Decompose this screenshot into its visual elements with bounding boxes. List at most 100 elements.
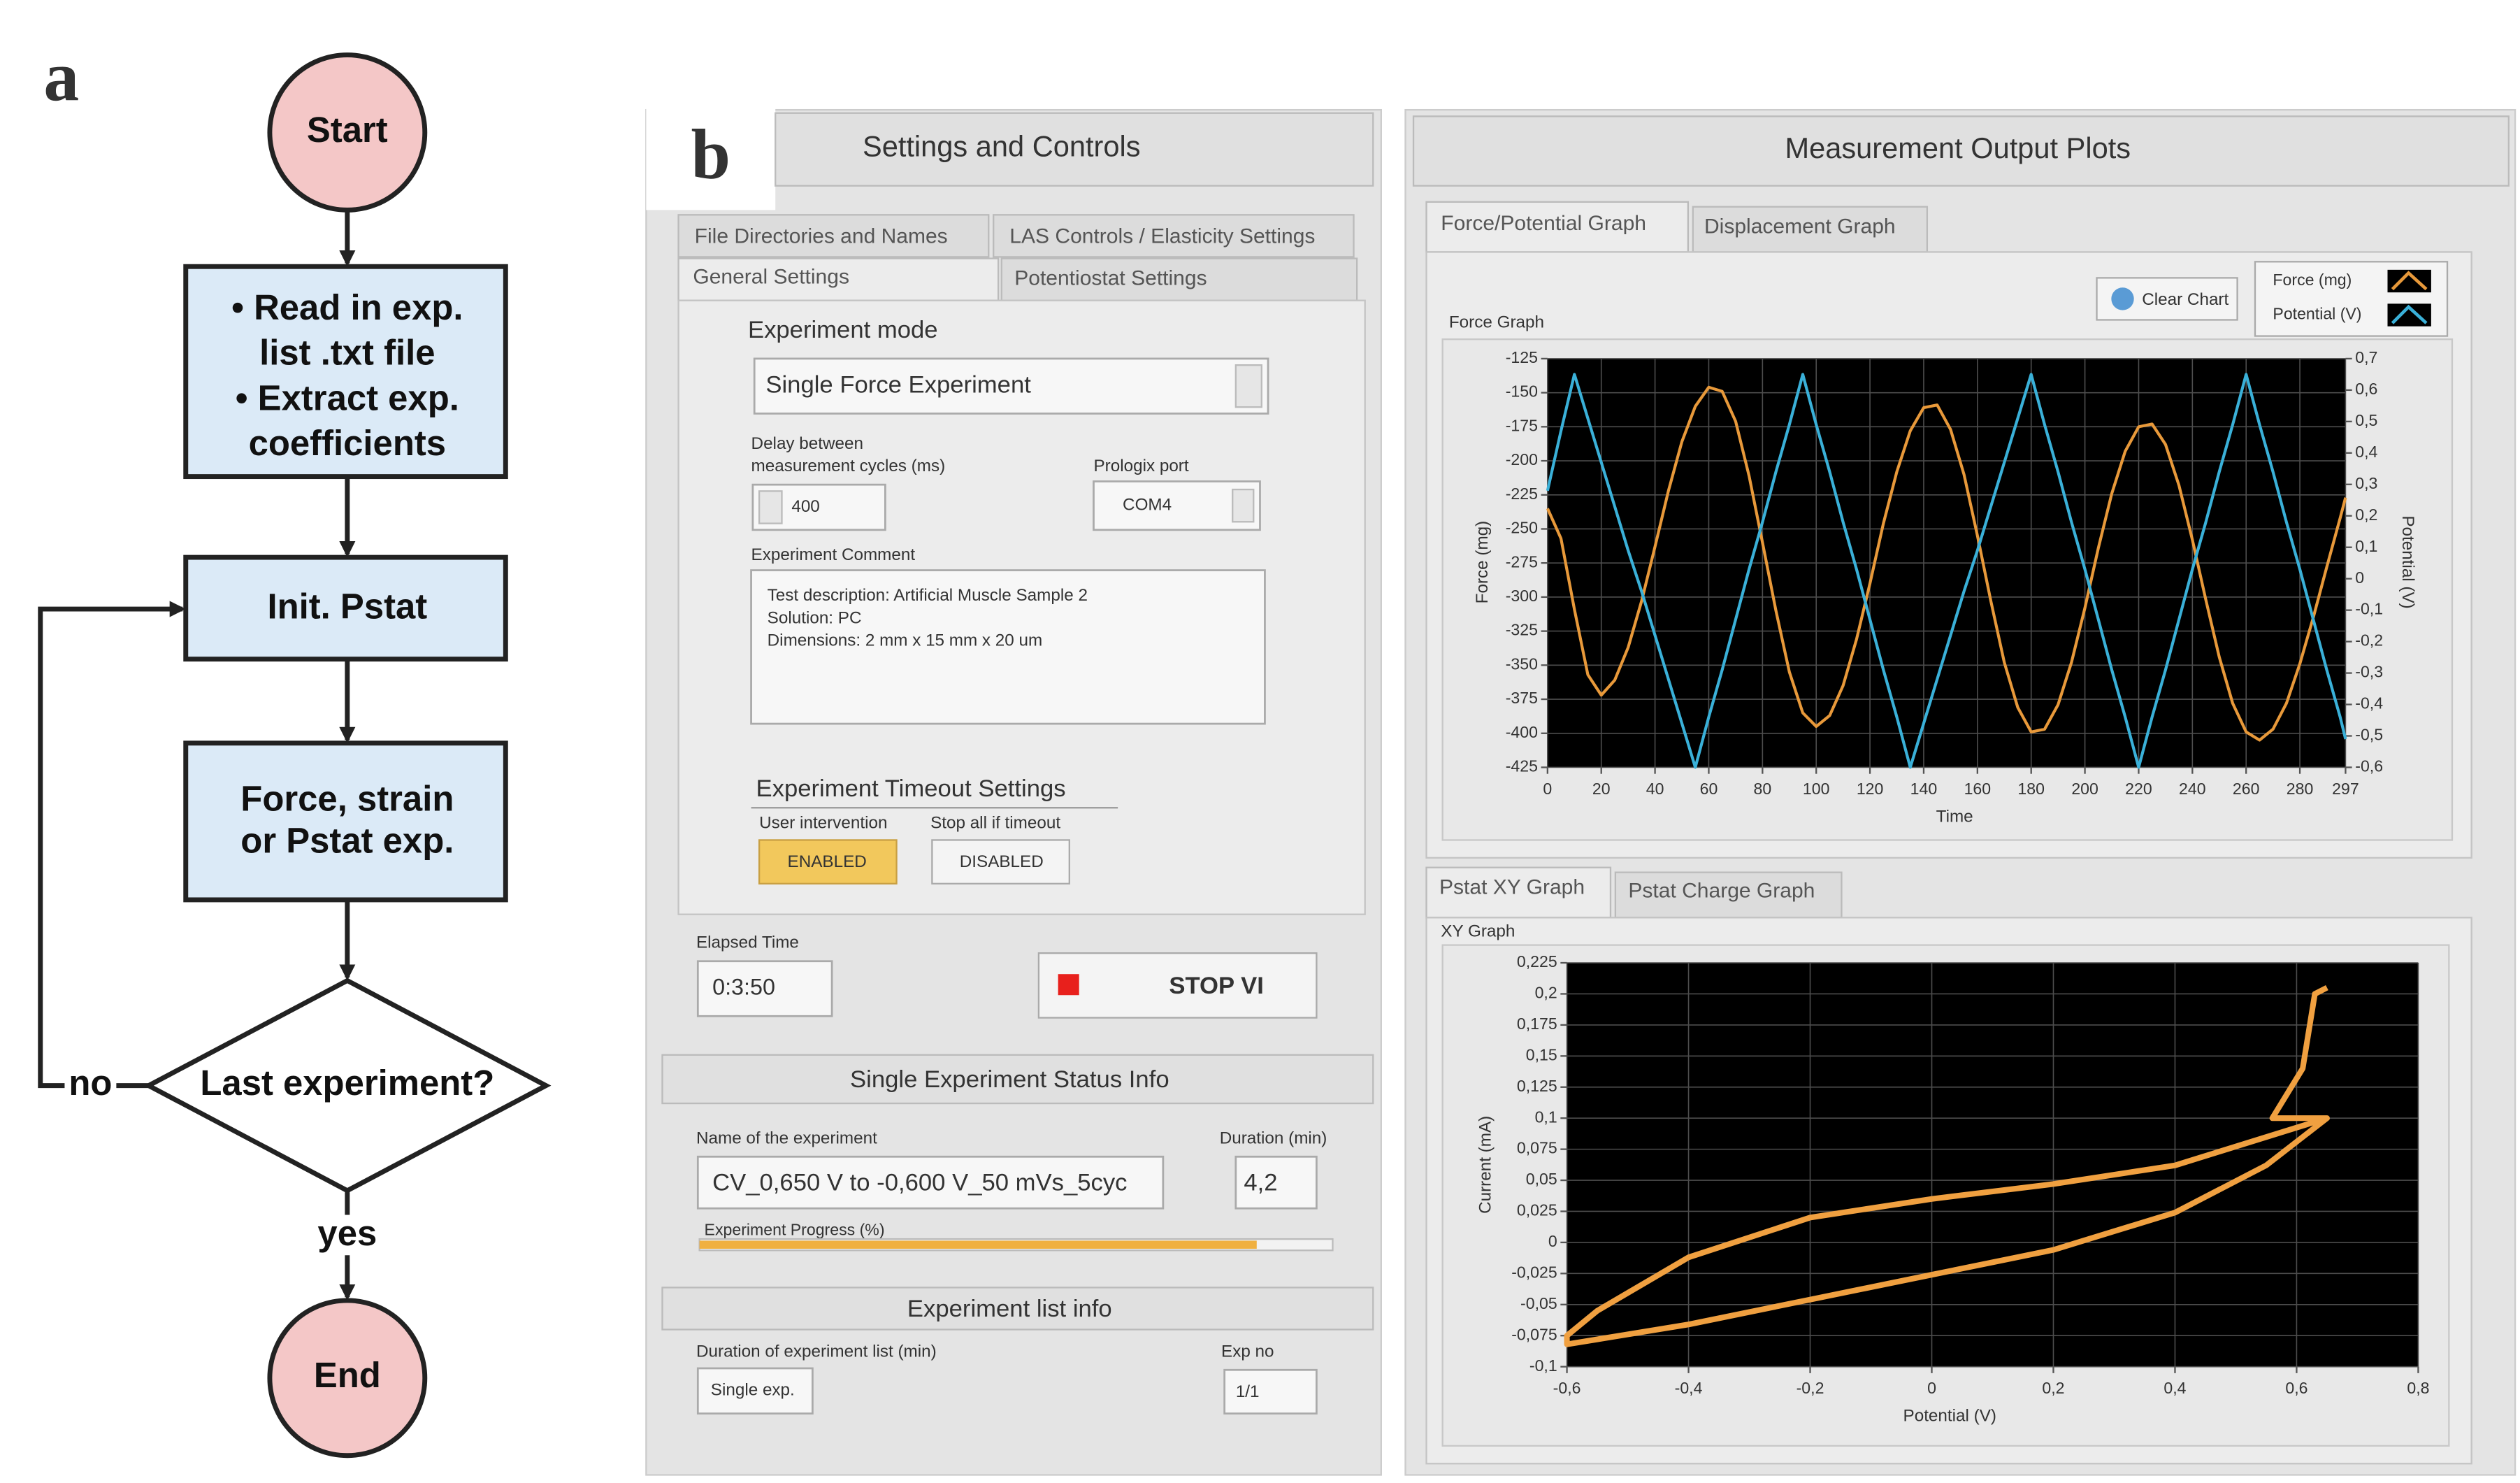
y-tick-label: 0,175 <box>1517 1015 1557 1033</box>
x-axis-label: Time <box>1936 807 1973 826</box>
tab-label: General Settings <box>693 265 849 288</box>
comment-line: Solution: PC <box>768 608 862 627</box>
x-tick-label: 0 <box>1927 1379 1936 1397</box>
field-label: User intervention <box>759 814 887 833</box>
button-label: Clear Chart <box>2142 290 2229 309</box>
x-tick-label: 60 <box>1700 780 1718 798</box>
indicator <box>1223 1368 1318 1415</box>
text-area[interactable] <box>750 569 1266 725</box>
toggle-button[interactable] <box>758 839 898 884</box>
indicator <box>1234 1155 1318 1210</box>
tab-label: LAS Controls / Elasticity Settings <box>1009 225 1315 248</box>
tab[interactable] <box>677 214 990 258</box>
field-label: Experiment Comment <box>751 545 916 564</box>
x-tick-label: 0,4 <box>2163 1379 2186 1397</box>
toggle-button[interactable] <box>931 839 1070 884</box>
field-label: Duration of experiment list (min) <box>696 1342 937 1361</box>
y-tick-label: -125 <box>1506 348 1538 366</box>
y-tick-label: -400 <box>1506 723 1538 741</box>
clear-icon <box>2111 287 2134 310</box>
section-title: Single Experiment Status Info <box>850 1066 1169 1093</box>
x-tick-label: 297 <box>2332 780 2359 798</box>
y2-tick-label: 0,7 <box>2355 348 2377 366</box>
y2-tick-label: -0,2 <box>2355 631 2383 650</box>
x-tick-label: 0,8 <box>2407 1379 2429 1397</box>
x-tick-label: 0,6 <box>2285 1379 2307 1397</box>
indicator-value: 4,2 <box>1244 1170 1277 1196</box>
field-label: Name of the experiment <box>696 1129 877 1147</box>
tab[interactable] <box>993 214 1355 258</box>
y-tick-label: 0 <box>1548 1232 1557 1250</box>
field-label: Elapsed Time <box>696 933 799 952</box>
section-bar <box>661 1054 1374 1105</box>
stop-button[interactable] <box>1037 952 1318 1019</box>
field-label: Duration (min) <box>1220 1129 1327 1147</box>
legend-swatch-line <box>2391 271 2428 291</box>
tab-selected[interactable] <box>677 257 1000 301</box>
y2-tick-label: 0,5 <box>2355 411 2377 429</box>
chart-title: Force Graph <box>1449 313 1544 331</box>
section-title: Experiment Timeout Settings <box>756 775 1066 802</box>
loop-arrow <box>38 601 186 1089</box>
indicator <box>696 1155 1165 1210</box>
edge-label: no <box>69 1063 112 1103</box>
node-label: Force, strain <box>240 778 454 818</box>
y2-tick-label: 0,1 <box>2355 537 2377 555</box>
tab[interactable] <box>1614 871 1843 919</box>
series-line <box>1546 385 2347 742</box>
tab[interactable] <box>1692 206 1929 253</box>
x-tick-label: 160 <box>1964 780 1992 798</box>
tab-selected[interactable] <box>1425 866 1612 919</box>
spinner[interactable] <box>758 490 783 524</box>
process-node <box>183 740 508 903</box>
series-line <box>1546 373 2347 769</box>
y-tick-label: -0,05 <box>1520 1294 1557 1312</box>
field-label: Stop all if timeout <box>930 814 1060 833</box>
y2-tick-label: -0,5 <box>2355 726 2383 744</box>
y2-tick-label: -0,1 <box>2355 600 2383 618</box>
x-tick-label: 220 <box>2125 780 2152 798</box>
x-tick-label: 120 <box>1857 780 1884 798</box>
y-tick-label: 0,025 <box>1517 1201 1557 1219</box>
panel-title: Measurement Output Plots <box>1785 131 2131 164</box>
x-tick-label: 100 <box>1803 780 1830 798</box>
y-tick-label: -200 <box>1506 450 1538 468</box>
x-tick-label: 0,2 <box>2042 1379 2064 1397</box>
indicator-value: 1/1 <box>1236 1382 1260 1401</box>
node-label: or Pstat exp. <box>240 820 454 860</box>
x-tick-label: -0,4 <box>1675 1379 1703 1397</box>
x-tick-label: 80 <box>1753 780 1771 798</box>
end-node <box>267 1298 428 1459</box>
x-tick-label: 20 <box>1592 780 1611 798</box>
indicator-value: CV_0,650 V to -0,600 V_50 mVs_5cyc <box>712 1170 1127 1196</box>
y-tick-label: -350 <box>1506 654 1538 673</box>
y-axis-label: Force (mg) <box>1473 521 1492 604</box>
tab-selected[interactable] <box>1425 201 1690 253</box>
y-axis-label: Current (mA) <box>1476 1116 1495 1214</box>
panel-label: b <box>691 114 731 193</box>
dropdown-button[interactable] <box>1234 364 1262 408</box>
y-tick-label: -250 <box>1506 519 1538 537</box>
y-tick-label: 0,2 <box>1535 984 1557 1002</box>
y2-tick-label: 0,3 <box>2355 474 2377 492</box>
title-bar <box>1412 115 2510 187</box>
panel-label: a <box>43 36 79 115</box>
y2-tick-label: -0,6 <box>2355 757 2383 775</box>
series-line <box>1564 984 2330 1347</box>
y-tick-label: -0,025 <box>1511 1263 1557 1281</box>
indicator <box>696 1367 814 1415</box>
process-node <box>183 264 508 480</box>
x-tick-label: -0,6 <box>1553 1379 1581 1397</box>
comment-line: Test description: Artificial Muscle Samp… <box>768 586 1088 605</box>
tab-label: Potentiostat Settings <box>1014 267 1207 290</box>
field-label: Exp no <box>1221 1342 1274 1361</box>
legend-label: Force (mg) <box>2273 271 2352 289</box>
y2-tick-label: 0,4 <box>2355 443 2377 461</box>
indicator-value: Single exp. <box>711 1381 795 1400</box>
dropdown[interactable] <box>753 357 1269 415</box>
field-label: measurement cycles (ms) <box>751 457 946 475</box>
dropdown-button[interactable] <box>1232 488 1255 523</box>
y-tick-label: -325 <box>1506 621 1538 639</box>
dropdown-value: Single Force Experiment <box>765 371 1031 398</box>
section-title: Experiment list info <box>907 1296 1112 1322</box>
